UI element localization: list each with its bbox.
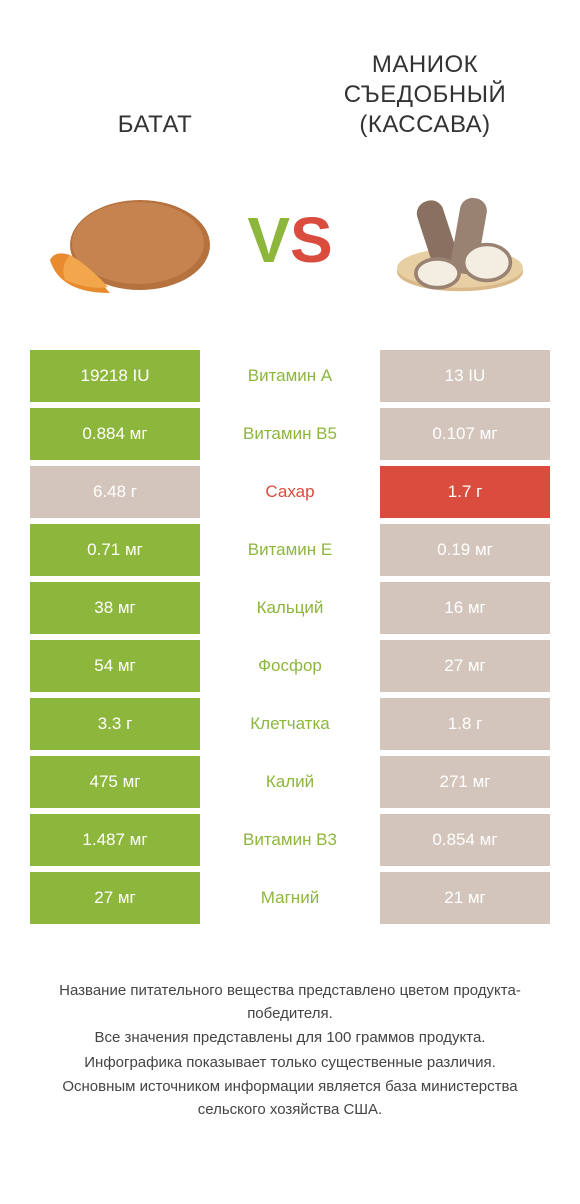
vs-s: S (290, 204, 333, 276)
left-value-cell: 6.48 г (30, 466, 200, 518)
footer-line: Основным источником информации является … (30, 1076, 550, 1121)
left-value-cell: 475 мг (30, 756, 200, 808)
table-row: 0.884 мгВитамин B50.107 мг (30, 408, 550, 460)
table-row: 54 мгФосфор27 мг (30, 640, 550, 692)
right-title-line1: МАНИОК (372, 51, 478, 78)
table-row: 6.48 гСахар1.7 г (30, 466, 550, 518)
nutrient-label: Магний (200, 872, 380, 924)
footer-notes: Название питательного вещества представл… (0, 930, 580, 1121)
right-value-cell: 0.854 мг (380, 814, 550, 866)
footer-line: Инфографика показывает только существенн… (30, 1052, 550, 1075)
right-value-cell: 16 мг (380, 582, 550, 634)
header: БАТАТ МАНИОК СЪЕДОБНЫЙ (КАССАВА) (0, 0, 580, 150)
left-value-cell: 27 мг (30, 872, 200, 924)
left-value-cell: 54 мг (30, 640, 200, 692)
left-value-cell: 38 мг (30, 582, 200, 634)
right-value-cell: 271 мг (380, 756, 550, 808)
left-value-cell: 1.487 мг (30, 814, 200, 866)
right-value-cell: 0.19 мг (380, 524, 550, 576)
left-value-cell: 19218 IU (30, 350, 200, 402)
right-product-image (360, 165, 560, 315)
nutrient-label: Клетчатка (200, 698, 380, 750)
table-row: 475 мгКалий271 мг (30, 756, 550, 808)
vs-label: VS (230, 203, 350, 277)
right-title-line2: СЪЕДОБНЫЙ (344, 81, 507, 108)
right-product-title: МАНИОК СЪЕДОБНЫЙ (КАССАВА) (300, 50, 550, 140)
left-value-cell: 3.3 г (30, 698, 200, 750)
table-row: 27 мгМагний21 мг (30, 872, 550, 924)
nutrient-label: Витамин A (200, 350, 380, 402)
footer-line: Все значения представлены для 100 граммо… (30, 1027, 550, 1050)
right-value-cell: 0.107 мг (380, 408, 550, 460)
images-row: VS (0, 150, 580, 350)
table-row: 3.3 гКлетчатка1.8 г (30, 698, 550, 750)
table-row: 0.71 мгВитамин E0.19 мг (30, 524, 550, 576)
nutrient-label: Калий (200, 756, 380, 808)
nutrient-label: Кальций (200, 582, 380, 634)
right-value-cell: 1.7 г (380, 466, 550, 518)
table-row: 1.487 мгВитамин B30.854 мг (30, 814, 550, 866)
left-product-title: БАТАТ (30, 110, 280, 140)
right-value-cell: 1.8 г (380, 698, 550, 750)
vs-v: V (247, 204, 290, 276)
right-title-line3: (КАССАВА) (359, 111, 490, 138)
nutrient-label: Витамин B5 (200, 408, 380, 460)
right-value-cell: 13 IU (380, 350, 550, 402)
table-row: 19218 IUВитамин A13 IU (30, 350, 550, 402)
left-product-image (20, 165, 220, 315)
left-value-cell: 0.71 мг (30, 524, 200, 576)
comparison-table: 19218 IUВитамин A13 IU 0.884 мгВитамин B5… (0, 350, 580, 924)
nutrient-label: Фосфор (200, 640, 380, 692)
table-row: 38 мгКальций16 мг (30, 582, 550, 634)
nutrient-label: Витамин E (200, 524, 380, 576)
footer-line: Название питательного вещества представл… (30, 980, 550, 1025)
nutrient-label: Витамин B3 (200, 814, 380, 866)
left-value-cell: 0.884 мг (30, 408, 200, 460)
right-value-cell: 21 мг (380, 872, 550, 924)
nutrient-label: Сахар (200, 466, 380, 518)
right-value-cell: 27 мг (380, 640, 550, 692)
